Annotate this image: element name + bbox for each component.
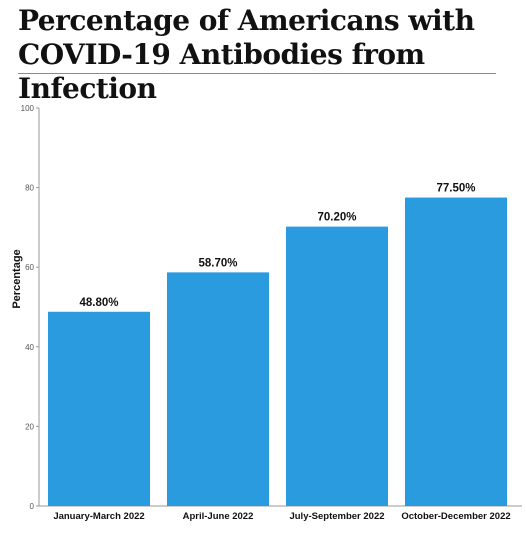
y-axis-label: Percentage [11, 249, 23, 308]
data-label: 48.80% [79, 297, 118, 309]
y-tick-label: 60 [25, 263, 34, 272]
bar [48, 311, 150, 506]
bar [286, 226, 388, 506]
category-label: July-September 2022 [289, 511, 384, 522]
title-divider [18, 73, 496, 74]
data-label: 58.70% [198, 257, 237, 269]
y-tick-label: 20 [25, 422, 34, 431]
y-tick-label: 0 [30, 502, 35, 511]
category-label: April-June 2022 [183, 511, 254, 522]
category-label: October-December 2022 [401, 511, 510, 522]
category-label: January-March 2022 [53, 511, 144, 522]
y-tick-label: 80 [25, 184, 34, 193]
data-label: 77.50% [436, 183, 475, 195]
data-label: 70.20% [317, 212, 356, 224]
y-tick-label: 100 [21, 104, 35, 113]
bar [405, 197, 507, 507]
y-tick-label: 40 [25, 343, 34, 352]
chart-title: Percentage of Americans with COVID-19 An… [18, 4, 475, 105]
bar [167, 272, 269, 506]
